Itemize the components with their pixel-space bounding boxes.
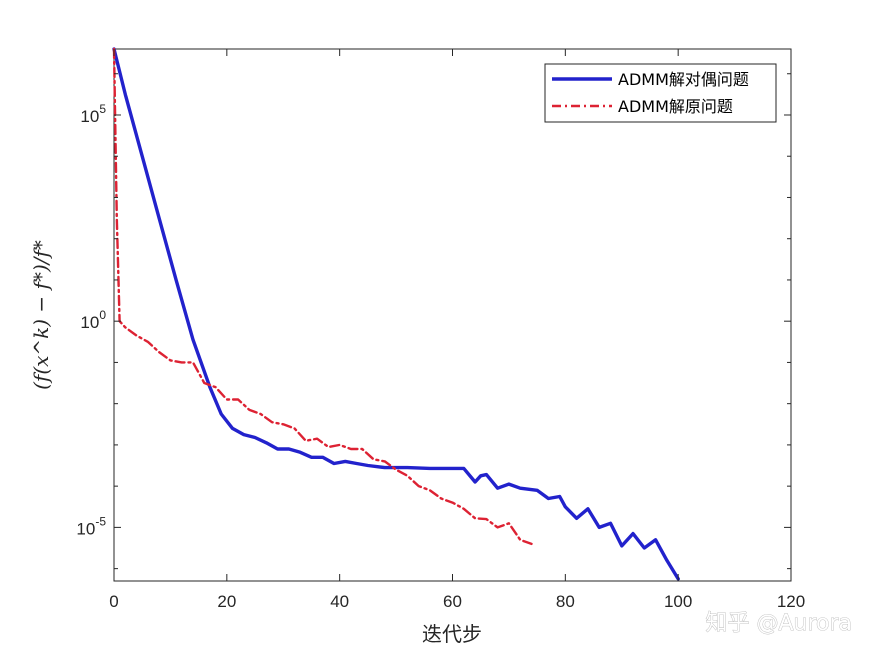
legend-label-primal: ADMM解原问题 xyxy=(618,97,733,116)
watermark-text: 知乎 @Aurora xyxy=(705,611,852,636)
y-tick-label: 105 xyxy=(80,102,106,126)
series-lines xyxy=(112,47,680,581)
x-tick-label: 0 xyxy=(109,592,118,611)
x-tick-label: 100 xyxy=(664,592,692,611)
x-tick-label: 20 xyxy=(217,592,236,611)
y-tick-label: 100 xyxy=(80,308,106,332)
x-tick-label: 60 xyxy=(443,592,462,611)
legend-box xyxy=(544,63,777,123)
x-axis-label: 迭代步 xyxy=(422,622,482,646)
x-tick-label: 80 xyxy=(556,592,575,611)
legend: ADMM解对偶问题 ADMM解原问题 xyxy=(544,63,777,123)
series-line-0 xyxy=(112,47,680,581)
axis-ticks: 0 20 40 60 80 100 120 105 100 10-5 xyxy=(76,49,805,611)
series-line-1 xyxy=(112,47,533,546)
y-tick-label: 10-5 xyxy=(76,514,106,538)
y-axis-label: (f(x^k) − f*)/f* xyxy=(29,240,53,390)
legend-label-dual: ADMM解对偶问题 xyxy=(618,70,749,89)
x-tick-label: 40 xyxy=(330,592,349,611)
plot-area xyxy=(113,48,792,582)
x-tick-label: 120 xyxy=(777,592,805,611)
